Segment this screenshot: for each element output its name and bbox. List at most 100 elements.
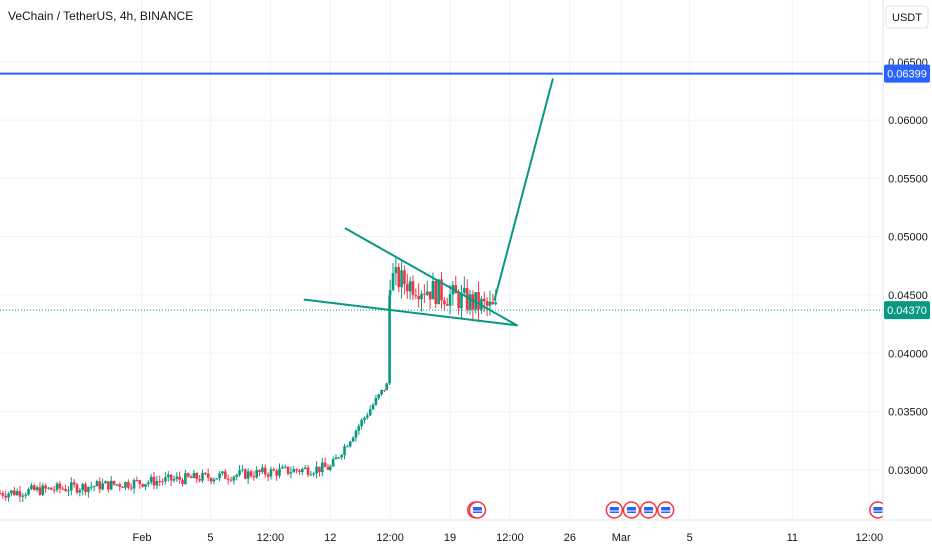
time-tick-label: 12:00 [856, 532, 884, 544]
candle-body [388, 290, 392, 296]
candle-body [35, 487, 39, 490]
candle-body [383, 389, 386, 391]
candle-body [474, 292, 478, 310]
candle-body [403, 270, 406, 285]
candle-body [434, 281, 438, 305]
candle-body [206, 473, 210, 478]
candle-body [368, 409, 372, 416]
candle-body [360, 419, 363, 427]
candle-body [61, 488, 65, 490]
candle-body [215, 478, 219, 480]
candle-body [440, 279, 443, 301]
candle-body [448, 294, 452, 306]
price-tick-label: 0.05500 [888, 173, 928, 185]
candle-body [175, 476, 179, 480]
price-axis[interactable]: 0.065000.060000.055000.050000.045000.040… [888, 57, 928, 477]
currency-box[interactable] [885, 5, 929, 29]
candle-body [243, 469, 247, 479]
candle-body [357, 426, 361, 431]
candle-body [164, 477, 167, 482]
candle-body [124, 482, 127, 488]
candle-body [172, 479, 176, 481]
candle-body [428, 291, 432, 300]
candle-body [272, 469, 276, 471]
time-axis[interactable]: Feb 5 12:00 12 12:00 19 12:00 26 Mar 5 11 12:00 [133, 532, 884, 544]
candle-body [50, 487, 53, 490]
candle-body [468, 294, 472, 310]
candle-body [371, 404, 375, 410]
candle-body [192, 472, 196, 479]
candle-body [178, 476, 181, 480]
price-axis-panel [883, 0, 932, 520]
candle-body [166, 474, 170, 478]
wedge-lower-line [303, 298, 518, 327]
price-tick-label: 0.05000 [888, 232, 928, 244]
candle-body [411, 281, 415, 296]
projection-line [493, 78, 554, 301]
candle-body [232, 476, 236, 481]
candle-body [7, 493, 10, 498]
candle-body [38, 487, 42, 495]
candle-body [198, 479, 201, 481]
candle-body [81, 484, 85, 491]
candle-body [161, 481, 164, 483]
trendline-drawings [303, 78, 554, 327]
chart-grid [0, 0, 883, 520]
candle-body [485, 301, 489, 306]
candle-body [55, 483, 59, 490]
candle-body [306, 467, 310, 475]
event-flag-stripe-icon [609, 507, 619, 513]
candle-body [84, 484, 87, 493]
event-flag-stripe-icon [472, 507, 482, 513]
current-price-badge [884, 301, 930, 320]
price-tick-label: 0.04500 [888, 290, 928, 302]
candle-body [465, 288, 469, 310]
candle-body [460, 292, 463, 309]
time-tick-label: 12:00 [496, 532, 524, 544]
candle-body [149, 476, 153, 483]
candle-body [104, 481, 107, 484]
candle-body [87, 486, 90, 493]
candle-body [224, 471, 227, 479]
candle-body [397, 267, 401, 288]
candle-body [269, 469, 273, 477]
candle-body [385, 383, 389, 391]
candle-body [64, 488, 67, 492]
wedge-upper-line [344, 227, 518, 327]
candle-body [405, 284, 409, 292]
candle-body [112, 480, 116, 485]
candle-body [12, 490, 16, 496]
candle-body [15, 491, 19, 496]
candle-body [494, 302, 497, 305]
candle-body [255, 470, 258, 478]
candle-body [423, 293, 426, 295]
candle-body [281, 467, 284, 469]
candle-body [109, 480, 113, 490]
candle-body [263, 467, 267, 475]
current-price-label: 0.04370 [887, 305, 927, 317]
candle-body [295, 469, 298, 471]
time-tick-label: Feb [133, 532, 152, 544]
chart-title: VeChain / TetherUS, 4h, BINANCE [8, 9, 193, 23]
candle-body [10, 490, 13, 494]
event-flag-stripe-icon [661, 507, 671, 513]
event-markers [466, 501, 887, 519]
candle-body [303, 467, 307, 469]
candle-body [115, 484, 119, 486]
candle-body [184, 473, 187, 485]
candle-body [351, 437, 355, 442]
candle-body [377, 394, 381, 399]
candle-body [445, 304, 449, 306]
candle-body [18, 491, 22, 497]
candle-body [89, 486, 93, 488]
candle-body [44, 485, 47, 489]
event-flag-stripe-icon [626, 507, 636, 513]
candle-body [155, 481, 159, 486]
candle-body [326, 467, 330, 470]
currency-label[interactable]: USDT [892, 12, 922, 24]
candle-body [318, 466, 321, 473]
candle-body [488, 301, 492, 306]
time-tick-label: Mar [612, 532, 631, 544]
candle-body [92, 486, 96, 488]
